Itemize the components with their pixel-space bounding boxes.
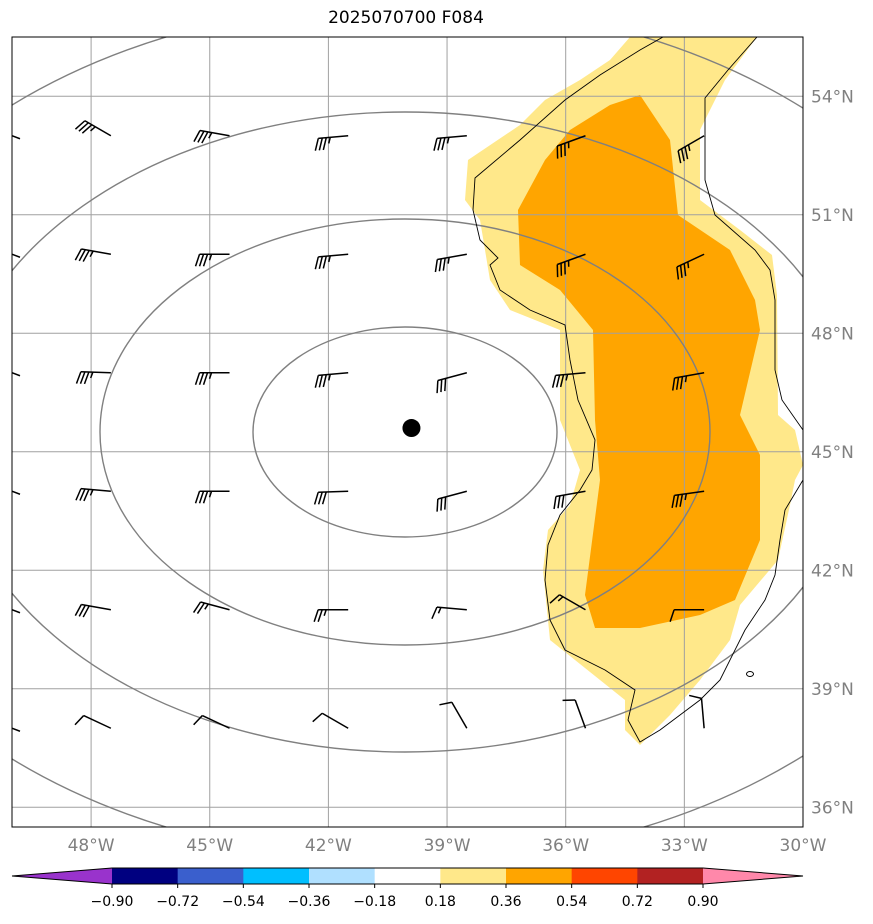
colorbar-label: −0.18 [353,894,396,910]
wind-barb [194,372,230,385]
colorbar-label: 0.18 [425,894,456,910]
wind-barb [556,253,586,278]
coastline-east [704,37,803,431]
shaded-region-orange [518,95,760,628]
lat-tick-label: 45°N [811,443,854,463]
wind-barb [562,699,587,729]
lat-tick-label: 42°N [811,561,854,581]
wind-barb [194,490,230,504]
wind-barb-edge [12,253,21,258]
colorbar-segment [374,868,441,884]
wind-barb [689,694,705,729]
colorbar: −0.90 −0.72 −0.54 −0.36 −0.18 0.18 0.36 0.54 0.7… [11,867,804,910]
wind-barb [74,120,112,137]
wind-barb [75,487,111,502]
wind-barb [194,253,230,267]
wind-barb [74,603,112,618]
wind-barb [193,129,230,144]
lat-tick-label: 36°N [811,798,854,818]
wind-barb [313,490,349,505]
wind-barb [436,490,468,512]
contour-lines [12,37,803,827]
colorbar-segment [177,868,244,884]
latitude-axis: 54°N 51°N 48°N 45°N 42°N 39°N 36°N [811,87,854,818]
wind-barb [314,253,349,270]
wind-barb [677,135,705,164]
wind-barb [439,701,468,729]
colorbar-label: −0.54 [222,894,265,910]
lat-tick-label: 48°N [811,324,854,344]
lon-tick-label: 30°W [780,836,827,856]
colorbar-label: 0.36 [490,894,521,910]
coastline [472,37,803,743]
longitude-axis: 48°W 45°W 42°W 39°W 36°W 33°W 30°W [68,836,827,856]
colorbar-label: −0.36 [288,894,331,910]
wind-barb-edge [12,609,21,614]
wind-barb-edge [12,490,21,495]
wind-barb [75,370,111,385]
wind-barb [192,601,230,614]
colorbar-segment [571,868,638,884]
colorbar-extend-low [12,868,112,884]
wind-barb [551,372,586,388]
lat-tick-label: 54°N [811,87,854,107]
colorbar-label: 0.54 [556,894,587,910]
colorbar-segment [637,868,704,884]
wind-barb [671,490,705,509]
colorbar-label: −0.90 [91,894,134,910]
colorbar-segment [506,868,573,884]
lon-tick-label: 45°W [186,836,233,856]
wind-barb [314,135,349,151]
wind-barb [436,372,468,394]
storm-center-marker [402,419,421,438]
island [746,671,754,677]
colorbar-extend-high [703,868,803,884]
lon-tick-label: 39°W [424,836,471,856]
wind-barb [676,253,705,280]
wind-barb [549,594,586,611]
wind-barb [314,372,349,388]
map-title: 2025070700 F084 [328,8,484,28]
wind-barb [193,714,230,729]
wind-barb [553,490,586,510]
colorbar-label: 0.90 [687,894,718,910]
wind-barb [433,135,467,151]
colorbar-label: −0.72 [156,894,199,910]
wind-barb [74,714,112,729]
lat-tick-label: 51°N [811,206,854,226]
colorbar-segment [243,868,310,884]
wind-barb [556,135,586,159]
lon-tick-label: 42°W [305,836,352,856]
wind-barb [434,253,467,273]
wind-barb [312,712,349,729]
map-plot-area [12,37,803,827]
colorbar-segment [309,868,376,884]
lon-tick-label: 36°W [542,836,589,856]
colorbar-label: 0.72 [622,894,653,910]
lat-tick-label: 39°N [811,680,854,700]
gridlines [12,37,803,827]
colorbar-segment [112,868,179,884]
wind-barb [671,372,705,391]
wind-barb-edge [12,372,21,377]
wind-barb-edge [12,727,21,732]
wind-barb [74,248,112,262]
wind-barbs [12,120,705,732]
plot-frame [11,36,804,828]
wind-barb [313,609,349,622]
lon-tick-label: 33°W [661,836,708,856]
wind-barb [431,606,467,620]
wind-barb [669,609,705,622]
lon-tick-label: 48°W [68,836,115,856]
wind-barb-edge [12,135,21,140]
colorbar-segment [440,868,507,884]
